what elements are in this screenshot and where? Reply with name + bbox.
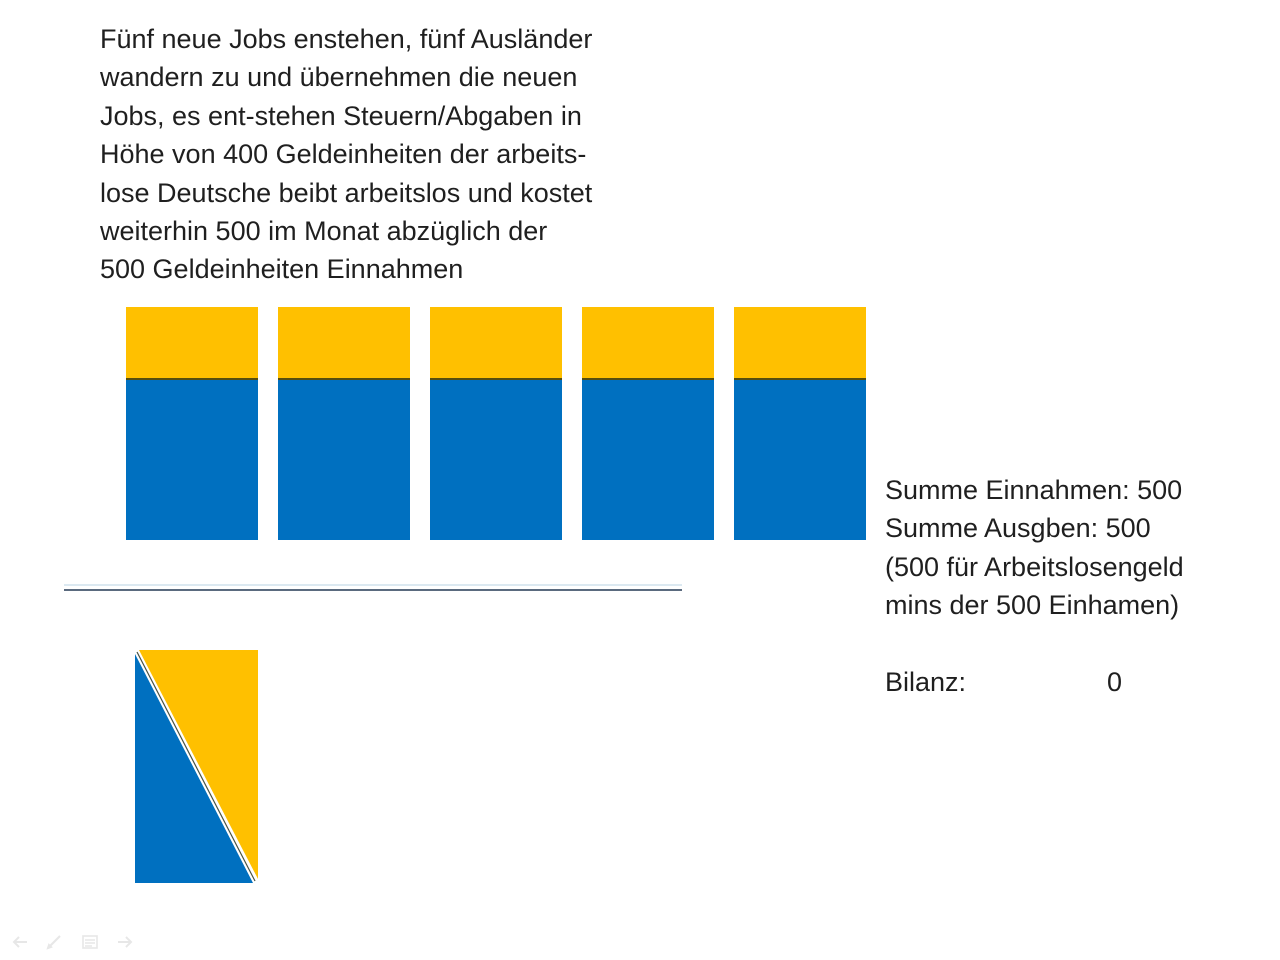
- bar-bottom-segment: [734, 380, 866, 540]
- bar-bottom-segment: [582, 380, 714, 540]
- bilanz-value: 0: [1107, 667, 1123, 698]
- summary-line-note-2: mins der 500 Einhamen): [885, 590, 1180, 621]
- split-shape-top-triangle: [139, 650, 258, 879]
- next-slide-icon[interactable]: [115, 934, 135, 950]
- stacked-bar: [430, 307, 562, 540]
- diagonal-split-svg: [135, 650, 258, 883]
- bar-top-segment: [278, 307, 410, 380]
- summary-line-ausgaben: Summe Ausgben: 500: [885, 513, 1151, 544]
- bar-bottom-segment: [430, 380, 562, 540]
- bar-top-segment: [126, 307, 258, 380]
- split-shape-diagonal-edge: [136, 651, 256, 882]
- bar-bottom-segment: [126, 380, 258, 540]
- pen-icon[interactable]: [45, 934, 65, 950]
- bar-top-segment: [582, 307, 714, 380]
- bars-row: [126, 307, 866, 540]
- bar-top-segment: [734, 307, 866, 380]
- bilanz-row: Bilanz: 0: [885, 663, 1245, 701]
- diagonal-split-shape: [135, 650, 258, 883]
- bar-top-segment: [430, 307, 562, 380]
- stacked-bar: [278, 307, 410, 540]
- summary-spacer: [885, 625, 1245, 663]
- divider-highlight: [64, 584, 682, 586]
- divider-line: [64, 589, 682, 591]
- summary-block: Summe Einnahmen: 500 Summe Ausgben: 500 …: [885, 471, 1245, 701]
- stacked-bar: [126, 307, 258, 540]
- stacked-bar: [582, 307, 714, 540]
- stacked-bar: [734, 307, 866, 540]
- slide-navigator-icon[interactable]: [80, 934, 100, 950]
- previous-slide-icon[interactable]: [10, 934, 30, 950]
- bilanz-label: Bilanz:: [885, 667, 967, 698]
- bar-bottom-segment: [278, 380, 410, 540]
- split-shape-bottom-triangle: [135, 654, 253, 883]
- summary-line-note-1: (500 für Arbeitslosengeld: [885, 551, 1184, 582]
- intro-paragraph: Fünf neue Jobs enstehen, fünf Ausländer …: [100, 24, 593, 285]
- summary-line-einnahmen: Summe Einnahmen: 500: [885, 475, 1183, 505]
- slideshow-controls: [10, 934, 135, 950]
